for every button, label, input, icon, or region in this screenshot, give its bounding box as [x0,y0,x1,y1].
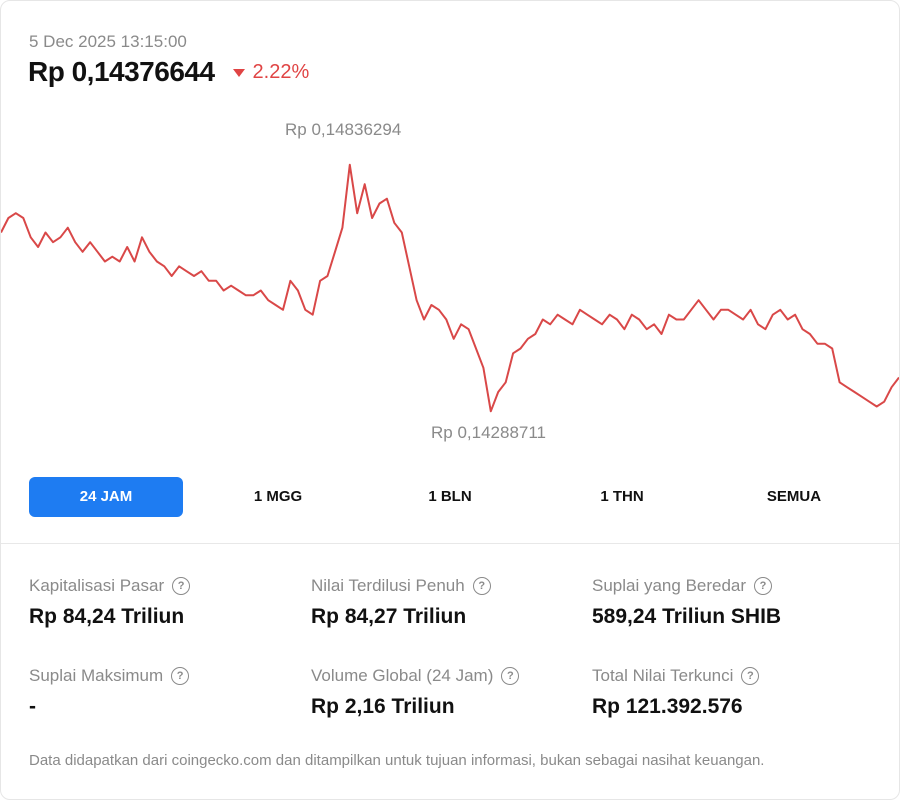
stat-label: Suplai Maksimum [29,666,164,685]
tab-24-jam[interactable]: 24 JAM [29,477,183,517]
stat-label: Volume Global (24 Jam) [311,666,494,685]
chart-high-label: Rp 0,14836294 [285,120,401,139]
stat-market-cap: Kapitalisasi Pasar ? Rp 84,24 Triliun [29,575,289,629]
tab-semua[interactable]: SEMUA [766,488,822,505]
stat-value: 589,24 Triliun SHIB [592,605,782,628]
stat-label: Nilai Terdilusi Penuh [311,576,465,595]
tab-1-mgg[interactable]: 1 MGG [253,488,303,505]
stat-circulating-supply: Suplai yang Beredar ? 589,24 Triliun SHI… [592,575,852,629]
stat-max-supply: Suplai Maksimum ? - [29,665,289,719]
stat-value: - [29,695,36,718]
price-change-percent: 2.22% [252,60,310,83]
stat-fully-diluted: Nilai Terdilusi Penuh ? Rp 84,27 Triliun [311,575,571,629]
chart-low-label: Rp 0,14288711 [431,423,546,442]
triangle-down-icon [232,69,245,77]
stat-value: Rp 121.392.576 [592,695,743,718]
stat-label: Total Nilai Terkunci [592,666,734,685]
tab-1-bln[interactable]: 1 BLN [428,488,472,505]
stat-label: Suplai yang Beredar [592,576,747,595]
price-line [1,163,899,413]
stat-value: Rp 84,27 Triliun [311,605,467,628]
stat-global-volume: Volume Global (24 Jam) ? Rp 2,16 Triliun [311,665,571,719]
stat-value: Rp 2,16 Triliun [311,695,455,718]
disclaimer: Data didapatkan dari coingecko.com dan d… [29,752,765,769]
price-row: Rp 0,14376644 2.22% [28,56,309,88]
help-icon[interactable]: ? [501,667,520,685]
divider [1,543,899,544]
help-icon[interactable]: ? [741,667,760,685]
help-icon[interactable]: ? [754,577,773,595]
timeframe-tabs: 24 JAM 1 MGG 1 BLN 1 THN SEMUA [29,477,871,517]
timestamp: 5 Dec 2025 13:15:00 [29,32,187,51]
help-icon[interactable]: ? [171,667,190,685]
help-icon[interactable]: ? [172,577,191,595]
stat-total-value-locked: Total Nilai Terkunci ? Rp 121.392.576 [592,665,852,719]
tab-1-thn[interactable]: 1 THN [600,488,644,505]
price-change: 2.22% [232,60,310,84]
help-icon[interactable]: ? [472,577,491,595]
current-price: Rp 0,14376644 [28,56,215,87]
price-chart[interactable]: Rp 0,14836294 Rp 0,14288711 [1,101,899,461]
stat-label: Kapitalisasi Pasar [29,576,165,595]
stat-value: Rp 84,24 Triliun [29,605,185,628]
